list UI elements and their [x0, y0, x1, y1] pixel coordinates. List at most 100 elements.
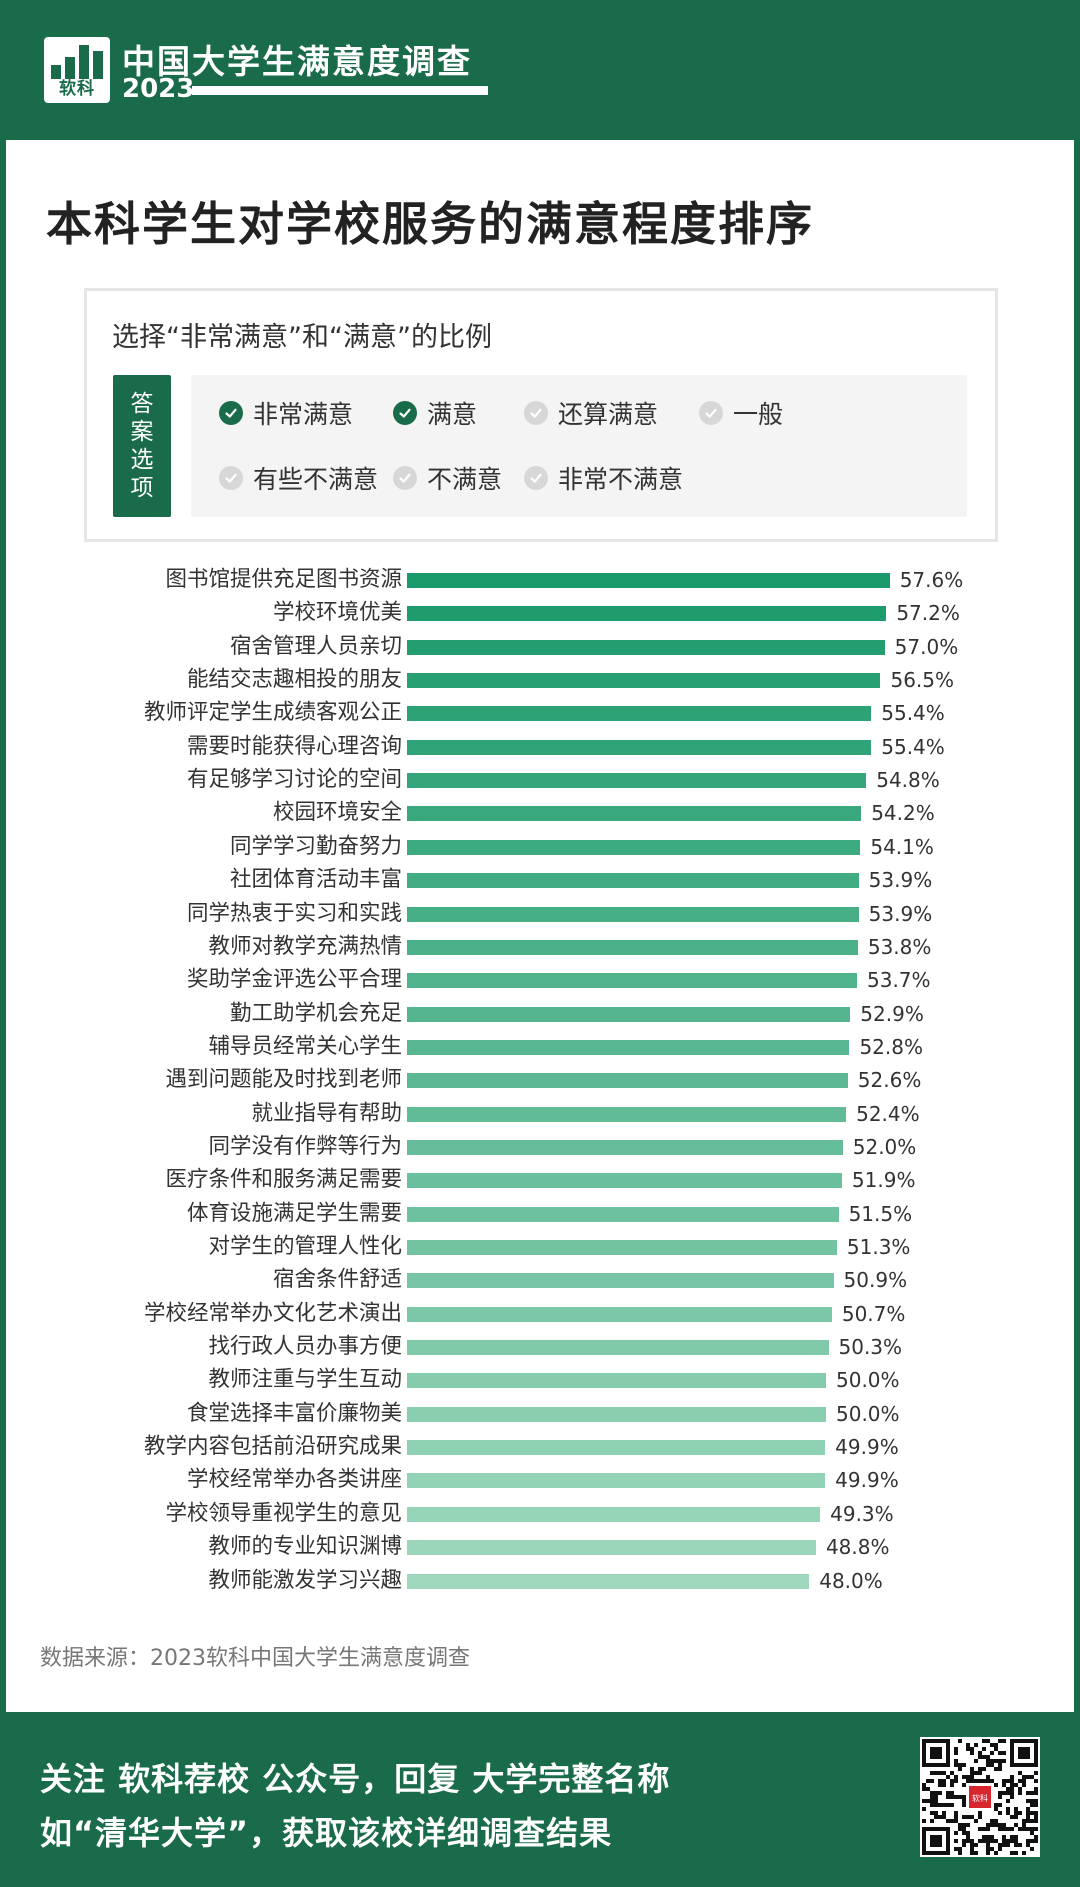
category-label: 学校经常举办各类讲座	[186, 1467, 402, 1493]
legend-title: 选择“非常满意”和“满意”的比例	[112, 322, 492, 353]
option-item: 满意	[393, 395, 477, 431]
value-label: 50.9%	[843, 1268, 908, 1293]
bar	[407, 1273, 834, 1289]
value-label: 57.2%	[896, 601, 960, 626]
option-item: 不满意	[393, 460, 502, 496]
answer-options-label: 答案选项	[113, 375, 171, 517]
category-label: 教学内容包括前沿研究成果	[143, 1434, 402, 1460]
value-label: 53.8%	[867, 934, 932, 959]
value-label: 50.0%	[836, 1368, 900, 1393]
bar	[407, 1540, 816, 1556]
qr-code: 软科	[920, 1737, 1040, 1857]
bar	[407, 1139, 843, 1155]
check-circle-icon	[699, 401, 723, 425]
category-label: 体育设施满足学生需要	[186, 1200, 402, 1226]
value-label: 48.8%	[825, 1535, 890, 1560]
bar	[407, 1440, 826, 1456]
category-label: 就业指导有帮助	[251, 1100, 402, 1126]
bar	[407, 1406, 826, 1422]
value-label: 55.4%	[881, 734, 945, 759]
bar	[407, 606, 887, 622]
header: 软科 中国大学生满意度调查 2023	[0, 0, 1080, 140]
bar-chart-icon	[51, 45, 103, 79]
value-label: 54.1%	[870, 834, 934, 859]
bar	[407, 1240, 837, 1255]
value-label: 55.4%	[881, 701, 945, 726]
check-circle-icon	[524, 466, 548, 490]
bar	[407, 573, 890, 588]
value-label: 49.3%	[830, 1501, 894, 1526]
category-label: 需要时能获得心理咨询	[186, 733, 402, 759]
survey-title: 中国大学生满意度调查	[122, 42, 472, 81]
bar	[407, 639, 885, 655]
category-label: 教师注重与学生互动	[208, 1367, 402, 1393]
category-label: 教师评定学生成绩客观公正	[143, 700, 402, 726]
value-label: 57.0%	[894, 634, 959, 659]
value-label: 48.0%	[819, 1568, 883, 1593]
option-item: 有些不满意	[219, 460, 378, 496]
value-label: 52.6%	[857, 1068, 922, 1093]
option-item: 一般	[699, 395, 783, 431]
value-label: 54.2%	[871, 801, 935, 826]
bar-chart: 图书馆提供充足图书资源 57.6% 学校环境优美 57.2% 宿舍管理人员亲切 57.0%…	[6, 558, 1074, 1758]
check-circle-icon	[219, 466, 243, 490]
option-item: 还算满意	[524, 395, 658, 431]
bar	[407, 1340, 829, 1356]
value-label: 51.3%	[846, 1235, 911, 1259]
bar	[407, 1039, 850, 1055]
logo-text: 软科	[59, 79, 95, 99]
option-label: 不满意	[427, 465, 503, 494]
category-label: 学校环境优美	[272, 600, 402, 626]
option-item: 非常不满意	[524, 460, 683, 496]
survey-year: 2023	[122, 74, 195, 104]
category-label: 食堂选择丰富价廉物美	[186, 1400, 402, 1426]
bar	[407, 906, 859, 922]
category-label: 奖助学金评选公平合理	[186, 967, 402, 993]
category-label: 能结交志趣相投的朋友	[186, 667, 402, 693]
value-label: 51.5%	[848, 1201, 913, 1226]
category-label: 宿舍条件舒适	[272, 1267, 402, 1293]
qr-center-logo: 软科	[972, 1793, 988, 1803]
qr-code-image: 软科	[922, 1739, 1038, 1855]
value-label: 53.9%	[868, 901, 933, 926]
bar	[407, 1373, 826, 1389]
value-label: 51.9%	[851, 1168, 916, 1193]
category-label: 医疗条件和服务满足需要	[165, 1167, 402, 1193]
page-title: 本科学生对学校服务的满意程度排序	[46, 197, 814, 251]
bar	[407, 1506, 821, 1522]
category-label: 教师的专业知识渊博	[208, 1534, 402, 1560]
bar	[407, 873, 859, 889]
bar	[407, 973, 857, 989]
option-label: 非常满意	[253, 400, 354, 429]
check-circle-icon	[219, 401, 243, 425]
value-label: 52.8%	[859, 1034, 923, 1059]
category-label: 找行政人员办事方便	[208, 1334, 402, 1360]
category-label: 遇到问题能及时找到老师	[165, 1067, 402, 1093]
bar	[407, 673, 881, 689]
category-label: 同学没有作弊等行为	[208, 1133, 402, 1159]
value-label: 54.8%	[876, 768, 940, 793]
bar	[407, 1573, 810, 1589]
value-label: 57.6%	[899, 568, 964, 592]
category-label: 教师对教学充满热情	[208, 933, 402, 959]
content-card: 本科学生对学校服务的满意程度排序 选择“非常满意”和“满意”的比例 答案选项 非…	[6, 140, 1074, 1712]
footer: 关注 软科荐校 公众号，回复 大学完整名称 如“清华大学”，获取该校详细调查结果…	[0, 1712, 1080, 1887]
ranking-logo: 软科	[44, 37, 110, 103]
title-underline	[192, 86, 488, 95]
legend-box: 选择“非常满意”和“满意”的比例 答案选项 非常满意 满意 还算满意 一般	[84, 288, 998, 542]
value-label: 53.7%	[867, 968, 931, 993]
category-label: 宿舍管理人员亲切	[229, 633, 402, 659]
check-circle-icon	[393, 401, 417, 425]
category-label: 有足够学习讨论的空间	[186, 767, 402, 793]
bar	[407, 806, 862, 822]
value-label: 52.4%	[856, 1101, 920, 1126]
category-label: 同学热衷于实习和实践	[186, 900, 402, 926]
option-label: 非常不满意	[558, 465, 684, 494]
bar	[407, 1106, 847, 1122]
footer-line-1: 关注 软科荐校 公众号，回复 大学完整名称	[40, 1760, 671, 1798]
value-label: 50.3%	[838, 1335, 903, 1360]
option-label: 满意	[427, 400, 478, 429]
option-label: 还算满意	[558, 400, 659, 429]
option-item: 非常满意	[219, 395, 353, 431]
category-label: 辅导员经常关心学生	[208, 1033, 402, 1059]
